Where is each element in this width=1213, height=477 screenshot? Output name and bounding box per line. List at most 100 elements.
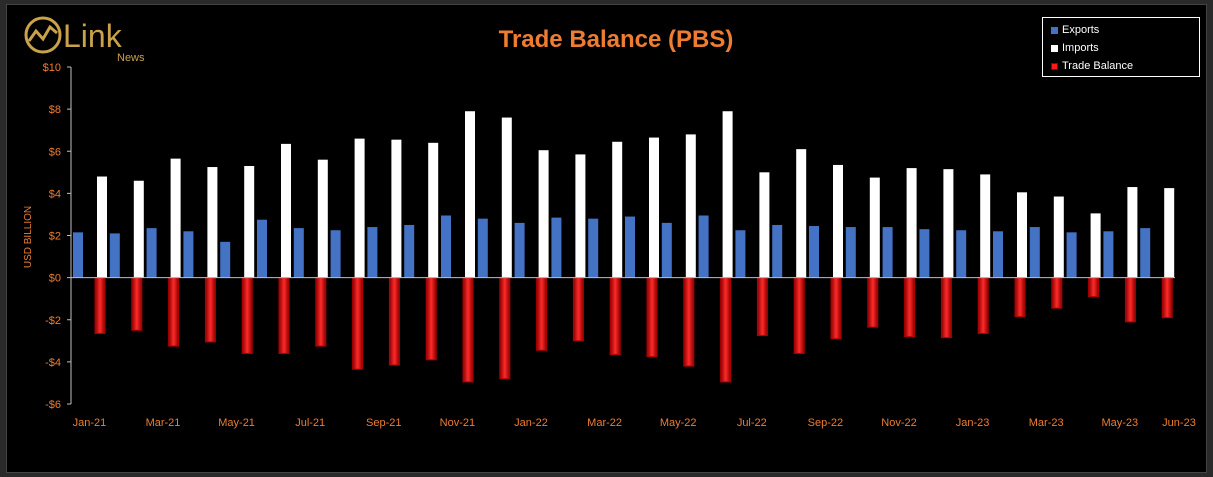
exports-bar: [625, 216, 635, 278]
trade-balance-bar: [131, 277, 143, 331]
imports-bar: [685, 134, 696, 278]
chart-frame: -$6 -$4 -$2 $0 $2 $4 $6 $8 $10 Jan-21 Mar-21 May-21…: [6, 4, 1207, 473]
imports-bar: [281, 143, 291, 278]
chart-title: Trade Balance (PBS): [499, 26, 734, 53]
x-tick-label: Mar-23: [1029, 417, 1064, 429]
y-tick-label: $6: [49, 146, 61, 158]
legend-swatch-imports: [1051, 44, 1058, 52]
trade-balance-bar: [315, 277, 327, 347]
exports-bar: [73, 232, 83, 278]
exports-bar: [1029, 227, 1040, 278]
brand-name: Link: [63, 18, 123, 54]
imports-bar: [722, 111, 733, 278]
x-tick-label: Jul-21: [295, 417, 325, 429]
trade-balance-bar: [536, 277, 548, 351]
imports-bar: [1164, 188, 1175, 278]
imports-bar: [906, 168, 917, 278]
x-tick-label: Jan-21: [73, 417, 107, 429]
trade-balance-bar: [904, 277, 916, 338]
imports-bar: [391, 139, 402, 278]
y-tick-label: $8: [49, 104, 61, 116]
imports-bar: [833, 164, 843, 278]
y-tick-label: $10: [43, 62, 61, 74]
trade-balance-bar: [830, 277, 842, 340]
imports-bar: [943, 169, 954, 278]
x-tick-label: Jun-23: [1162, 417, 1196, 429]
trade-balance-bar: [352, 277, 364, 370]
imports-bar: [1090, 213, 1101, 278]
imports-bar: [575, 154, 586, 278]
exports-bar: [698, 215, 709, 278]
exports-bar: [183, 231, 194, 278]
legend-swatch-exports: [1051, 26, 1058, 34]
exports-bar: [1066, 232, 1077, 278]
exports-bar: [146, 228, 157, 278]
imports-bar: [207, 167, 218, 278]
chart-legend: Exports Imports Trade Balance: [1042, 17, 1200, 77]
imports-bar: [170, 158, 181, 278]
exports-bar: [477, 218, 488, 278]
trade-balance-bar: [1124, 277, 1136, 323]
exports-bar: [772, 224, 783, 278]
trade-balance-bar: [168, 277, 180, 347]
trade-balance-bar: [793, 277, 805, 354]
exports-bar: [109, 233, 120, 278]
x-tick-label: Sep-21: [366, 417, 401, 429]
exports-bar: [367, 227, 378, 278]
brand-sub: News: [117, 52, 145, 63]
trade-balance-bar: [572, 277, 584, 342]
x-tick-label: Jan-22: [514, 417, 548, 429]
legend-label-exports: Exports: [1062, 24, 1100, 36]
trade-balance-bar: [609, 277, 621, 356]
exports-bar: [514, 222, 525, 278]
exports-bar: [735, 230, 746, 278]
x-tick-label: Mar-21: [146, 417, 181, 429]
trade-balance-bar: [388, 277, 400, 366]
exports-bar: [551, 217, 562, 278]
trade-balance-bar: [646, 277, 658, 358]
exports-bar: [661, 222, 672, 278]
x-tick-label: Nov-21: [440, 417, 475, 429]
imports-bar: [1017, 192, 1027, 278]
x-tick-label: Nov-22: [881, 417, 916, 429]
trade-balance-bar: [1088, 277, 1100, 298]
imports-bar: [759, 172, 770, 278]
legend-swatch-trade-balance: [1051, 62, 1058, 70]
x-tick-label: May-21: [218, 417, 255, 429]
x-tick-label: Sep-22: [808, 417, 843, 429]
x-tick-label: Jul-22: [737, 417, 767, 429]
exports-bar: [257, 219, 267, 278]
trade-balance-bar: [241, 277, 253, 354]
exports-bar: [845, 227, 856, 278]
trade-balance-bar: [1051, 277, 1063, 309]
legend-label-trade-balance: Trade Balance: [1062, 60, 1134, 72]
trade-balance-bar: [867, 277, 879, 328]
imports-bar: [1127, 187, 1138, 278]
exports-bar: [404, 224, 415, 278]
y-tick-label: $4: [49, 188, 61, 200]
trade-balance-bar: [1161, 277, 1173, 319]
exports-bar: [993, 231, 1003, 278]
trade-balance-bar: [977, 277, 989, 334]
imports-bar: [1053, 196, 1064, 278]
y-axis-label: USD BILLION: [23, 206, 34, 268]
trade-balance-bar: [425, 277, 437, 361]
trade-balance-bar: [94, 277, 106, 334]
exports-bar: [882, 227, 893, 278]
exports-bar: [441, 215, 451, 278]
imports-bar: [244, 165, 255, 278]
x-tick-label: May-23: [1101, 417, 1138, 429]
exports-bar: [330, 230, 341, 278]
trade-balance-bar: [940, 277, 952, 339]
exports-bar: [588, 218, 599, 278]
trade-balance-bar: [720, 277, 732, 383]
y-tick-label: -$6: [45, 399, 61, 411]
exports-bar: [1140, 228, 1151, 278]
imports-bar: [465, 111, 475, 278]
trade-balance-bar: [1014, 277, 1026, 318]
imports-bar: [612, 141, 623, 278]
imports-bar: [317, 159, 328, 278]
x-tick-label: May-22: [660, 417, 697, 429]
imports-bar: [796, 149, 807, 278]
imports-bar: [980, 174, 991, 278]
